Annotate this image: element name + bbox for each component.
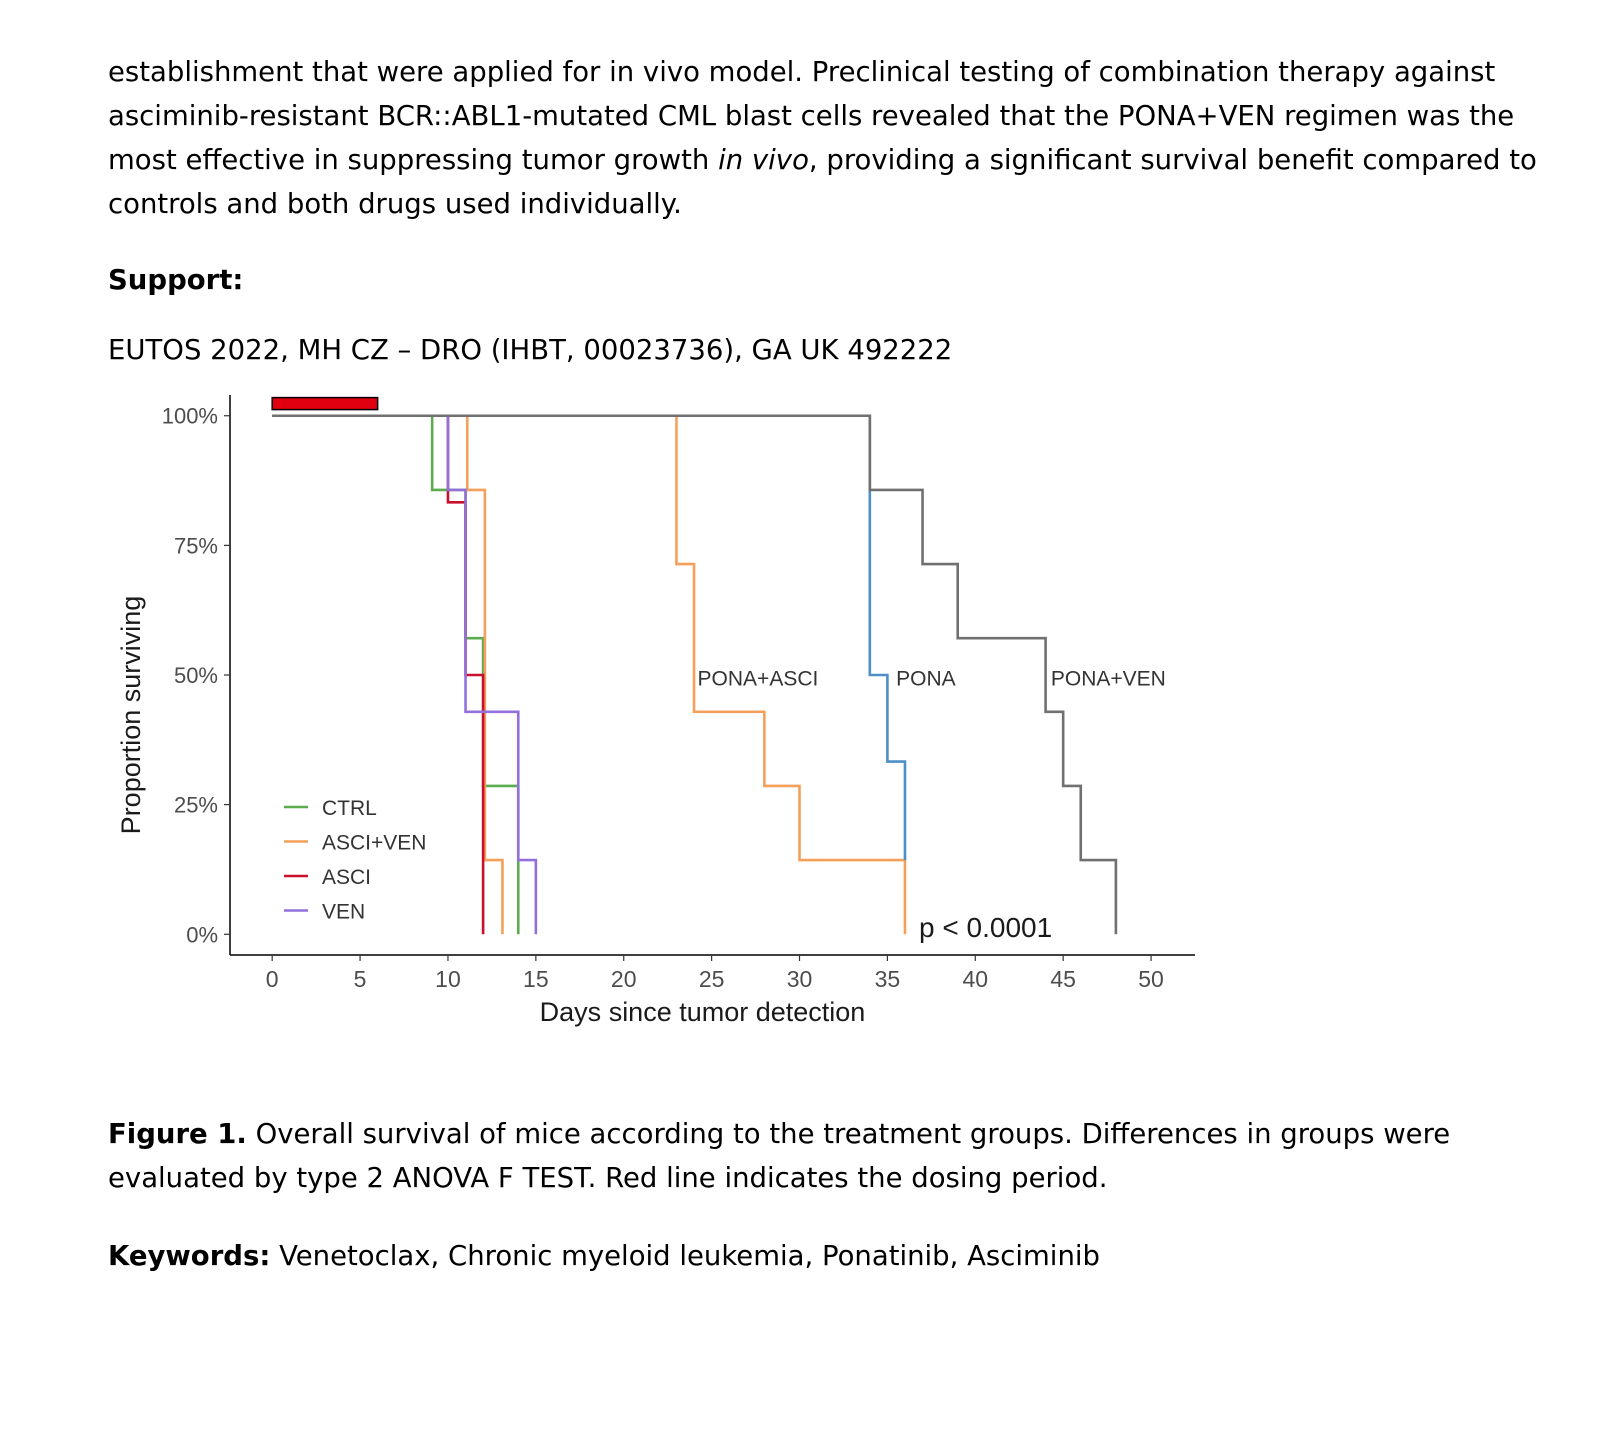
intro-text-2: , providing a significant survival benef… bbox=[108, 144, 1537, 220]
support-heading: Support: bbox=[108, 264, 244, 296]
funding-text: EUTOS 2022, MH CZ – DRO (IHBT, 00023736)… bbox=[108, 334, 953, 366]
keywords-label: Keywords: bbox=[108, 1240, 271, 1272]
survival-curve-asci bbox=[272, 414, 485, 935]
x-tick-label: 25 bbox=[699, 966, 725, 992]
survival-curve-ven bbox=[272, 414, 538, 935]
keywords-text: Venetoclax, Chronic myeloid leukemia, Po… bbox=[270, 1240, 1100, 1272]
p-value-annotation: p < 0.0001 bbox=[919, 912, 1052, 943]
x-tick-label: 50 bbox=[1138, 966, 1164, 992]
x-tick-label: 5 bbox=[354, 966, 367, 992]
chart-svg: 0% 25% 50% 75% 100% 0 5 10 15 20 25 30 35 40 45 50 Days … bbox=[116, 395, 1195, 1027]
figure-caption: Figure 1. Overall survival of mice accor… bbox=[108, 1112, 1548, 1200]
series-label-pona-ven: PONA+VEN bbox=[1051, 667, 1166, 690]
intro-paragraph: establishment that were applied for in v… bbox=[108, 50, 1548, 226]
caption-label: Figure 1. bbox=[108, 1118, 247, 1150]
x-tick-label: 30 bbox=[787, 966, 813, 992]
dosing-period-bar bbox=[271, 396, 379, 411]
x-tick-label: 40 bbox=[962, 966, 988, 992]
x-axis-title: Days since tumor detection bbox=[540, 997, 866, 1027]
x-tick-label: 15 bbox=[523, 966, 549, 992]
y-tick-label: 100% bbox=[162, 404, 218, 429]
legend-label-asci: ASCI bbox=[322, 866, 371, 889]
x-tick-label: 10 bbox=[435, 966, 461, 992]
x-tick-label: 45 bbox=[1050, 966, 1076, 992]
y-tick-label: 0% bbox=[186, 922, 218, 947]
keywords: Keywords: Venetoclax, Chronic myeloid le… bbox=[108, 1234, 1548, 1278]
legend-label-asci-ven: ASCI+VEN bbox=[322, 832, 426, 855]
y-tick-label: 50% bbox=[174, 663, 218, 688]
x-tick-label: 0 bbox=[266, 966, 279, 992]
series-label-pona-asci: PONA+ASCI bbox=[698, 667, 819, 690]
survival-curve-pona-ven bbox=[272, 414, 1118, 935]
survival-curve-pona-asci bbox=[272, 414, 907, 935]
intro-italic: in vivo bbox=[718, 144, 809, 176]
caption-text: Overall survival of mice according to th… bbox=[108, 1118, 1451, 1194]
legend-label-ctrl: CTRL bbox=[322, 797, 377, 820]
y-tick-label: 75% bbox=[174, 533, 218, 558]
intro-text-1: establishment that were applied for in v… bbox=[108, 56, 1515, 176]
survival-chart: 0% 25% 50% 75% 100% 0 5 10 15 20 25 30 35 40 45 50 Days … bbox=[100, 395, 1220, 1085]
legend-label-ven: VEN bbox=[322, 901, 365, 924]
survival-curve-pona bbox=[272, 414, 907, 861]
x-tick-label: 20 bbox=[611, 966, 637, 992]
y-tick-label: 25% bbox=[174, 793, 218, 818]
series-label-pona: PONA bbox=[896, 667, 956, 690]
x-tick-label: 35 bbox=[875, 966, 901, 992]
y-axis-title: Proportion surviving bbox=[116, 596, 146, 835]
